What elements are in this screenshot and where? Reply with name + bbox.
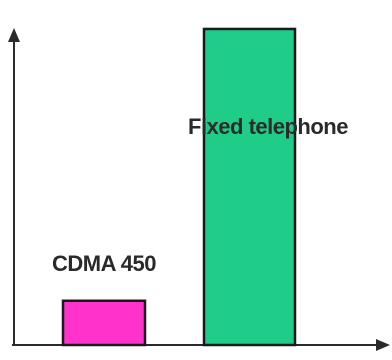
bar-label-1: Fixed telephone <box>188 114 348 139</box>
x-axis-arrow-icon <box>376 339 390 351</box>
bar-1 <box>202 27 297 347</box>
bar-labels: CDMA 450 Fixed telephone <box>52 114 349 276</box>
bar-label-0: CDMA 450 <box>52 251 156 276</box>
bars <box>61 27 297 347</box>
y-axis-arrow-icon <box>8 28 20 42</box>
bar-0 <box>61 299 147 347</box>
y-axis <box>8 28 20 345</box>
